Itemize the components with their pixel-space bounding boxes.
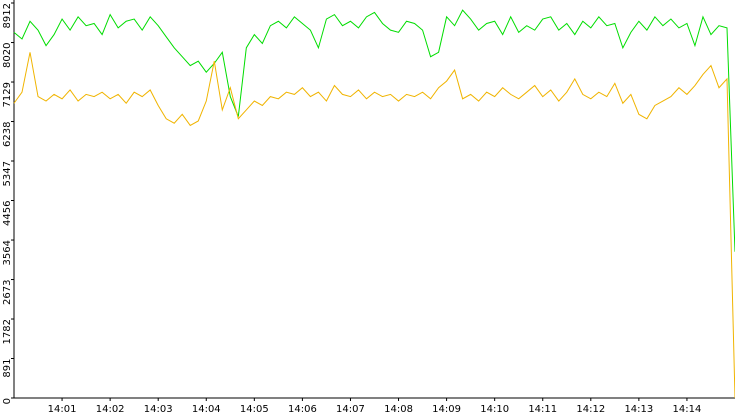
y-tick-label: 4456 (2, 201, 13, 226)
x-tick-label: 14:13 (624, 404, 653, 415)
y-tick-label: 3564 (2, 240, 13, 265)
y-tick-label: 5347 (2, 161, 13, 186)
x-tick-label: 14:01 (48, 404, 77, 415)
x-tick-label: 14:04 (192, 404, 221, 415)
series-line (13, 9, 735, 252)
y-tick-label: 1782 (2, 319, 13, 344)
y-tick-label: 6238 (2, 122, 13, 147)
y-tick-label: 891 (2, 359, 13, 378)
x-tick-label: 14:11 (528, 404, 557, 415)
y-tick-label: 8912 (2, 3, 13, 28)
x-tick-label: 14:09 (432, 404, 461, 415)
x-tick-label: 14:05 (240, 404, 269, 415)
series-line (13, 52, 735, 399)
x-tick-label: 14:14 (673, 404, 702, 415)
y-tick-label: 2673 (2, 280, 13, 305)
y-tick-label: 0 (2, 398, 13, 404)
y-tick-label: 7129 (2, 82, 13, 107)
x-tick-label: 14:12 (576, 404, 605, 415)
x-tick-label: 14:08 (384, 404, 413, 415)
x-tick-label: 14:07 (336, 404, 365, 415)
x-tick-label: 14:02 (96, 404, 125, 415)
x-tick-label: 14:10 (480, 404, 509, 415)
y-tick-label: 8020 (2, 43, 13, 68)
x-tick-label: 14:06 (288, 404, 317, 415)
x-tick-label: 14:03 (144, 404, 173, 415)
